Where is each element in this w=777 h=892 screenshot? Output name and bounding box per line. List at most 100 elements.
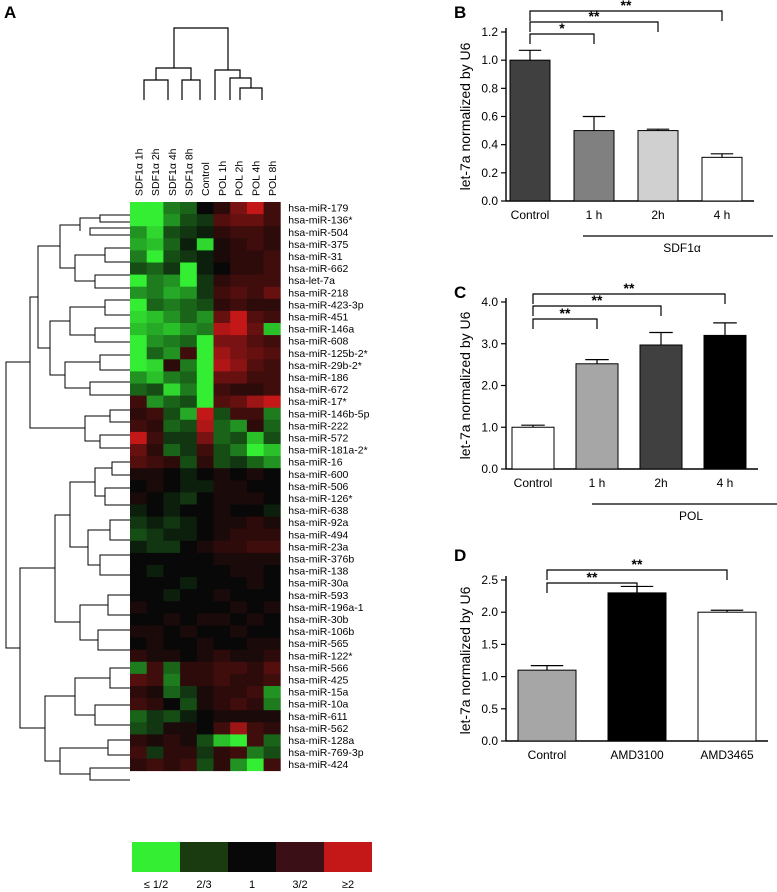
heatmap-cell [180, 698, 198, 711]
heatmap-cell [146, 407, 164, 421]
y-tick-label: 3.0 [481, 337, 498, 351]
heatmap-cell [230, 661, 248, 675]
heatmap-cell [146, 310, 164, 324]
heatmap-cell [163, 383, 181, 396]
heatmap-row-label: hsa-miR-17* [288, 396, 346, 408]
heatmap-cell [196, 577, 214, 590]
heatmap-row-label: hsa-miR-662 [288, 263, 348, 275]
y-axis-label: let-7a normalized by U6 [457, 311, 473, 459]
heatmap-cell [196, 383, 214, 396]
heatmap-cell [213, 335, 231, 348]
heatmap-cell [146, 214, 164, 227]
heatmap-cell [163, 746, 181, 759]
heatmap-row-label: hsa-miR-593 [288, 590, 348, 602]
heatmap-cell [130, 577, 148, 590]
heatmap-cell [146, 649, 164, 663]
x-tick-label: Control [528, 748, 567, 762]
heatmap-cell [163, 734, 181, 747]
heatmap-cell [213, 637, 231, 651]
heatmap-cell [230, 407, 248, 421]
heatmap-cell [180, 202, 198, 215]
heatmap-cell [130, 298, 148, 312]
heatmap-cell [196, 262, 214, 275]
heatmap-cell [130, 710, 148, 723]
heatmap-cell [213, 310, 231, 324]
heatmap-cell [130, 359, 148, 372]
heatmap-cell [213, 262, 231, 275]
heatmap-cell [146, 383, 164, 396]
heatmap-cell [146, 286, 164, 300]
heatmap-cell [213, 504, 231, 517]
heatmap-cell [230, 359, 248, 372]
heatmap-cell [213, 528, 231, 542]
x-tick-label: AMD3100 [610, 748, 664, 762]
heatmap-cell [213, 492, 231, 505]
y-tick-label: 1.0 [481, 420, 498, 434]
heatmap-cell [230, 480, 248, 493]
heatmap-cell [196, 371, 214, 384]
heatmap-cell [246, 528, 264, 542]
heatmap-cell [146, 661, 164, 675]
significance-bracket [529, 21, 659, 32]
heatmap-cell [180, 540, 198, 554]
heatmap-cell [146, 722, 164, 735]
heatmap-cell [246, 698, 264, 711]
legend-label: 3/2 [292, 879, 307, 891]
heatmap-cell [180, 335, 198, 348]
heatmap-cell [196, 516, 214, 530]
heatmap-cell [163, 347, 181, 360]
heatmap-cell [246, 274, 264, 288]
heatmap-cell [180, 214, 198, 227]
heatmap-cell [163, 250, 181, 263]
heatmap-cell [196, 298, 214, 312]
heatmap-cell [263, 431, 281, 445]
heatmap-cell [213, 625, 231, 638]
heatmap-cell [230, 286, 248, 300]
heatmap-cell [163, 698, 181, 711]
heatmap-cell [246, 758, 264, 772]
heatmap-cell [246, 214, 264, 227]
heatmap-cell [246, 480, 264, 493]
heatmap-cell [196, 286, 214, 300]
heatmap-cell [163, 214, 181, 227]
heatmap-cell [146, 480, 164, 493]
heatmap-cell [263, 637, 281, 651]
heatmap-cell [130, 480, 148, 493]
heatmap-cell [180, 359, 198, 372]
heatmap-cell [180, 577, 198, 590]
heatmap-cell [213, 698, 231, 711]
bar [511, 426, 555, 470]
bar [639, 344, 683, 470]
heatmap-cell [130, 310, 148, 324]
heatmap-cell [230, 758, 248, 772]
heatmap-cell [230, 722, 248, 735]
heatmap-cell [263, 601, 281, 614]
heatmap-row-label: hsa-miR-125b-2* [288, 348, 367, 360]
heatmap-cell [146, 359, 164, 372]
heatmap-cell [213, 468, 231, 481]
heatmap-row-label: hsa-miR-92a [288, 517, 348, 529]
heatmap-cell [230, 468, 248, 481]
heatmap-cell [146, 274, 164, 288]
heatmap-cell [213, 286, 231, 300]
significance-bracket [529, 33, 595, 44]
heatmap-cell [213, 419, 231, 433]
heatmap-cell [130, 456, 148, 469]
heatmap-row-label: hsa-miR-16 [288, 457, 342, 469]
heatmap-cell [230, 625, 248, 638]
heatmap-cell [196, 722, 214, 735]
heatmap-cell [196, 746, 214, 759]
heatmap-cell [163, 710, 181, 723]
heatmap-cell [263, 274, 281, 288]
heatmap-cell [130, 395, 148, 409]
heatmap-row-label: hsa-miR-425 [288, 675, 348, 687]
panel-letter-b: B [454, 3, 466, 22]
heatmap-cell [246, 347, 264, 360]
heatmap-cell [146, 335, 164, 348]
heatmap-cell [246, 649, 264, 663]
heatmap-cell [263, 661, 281, 675]
heatmap-cell [163, 565, 181, 578]
heatmap-cell [246, 565, 264, 578]
heatmap-cell [246, 395, 264, 409]
y-tick-label: 1.0 [481, 53, 498, 67]
